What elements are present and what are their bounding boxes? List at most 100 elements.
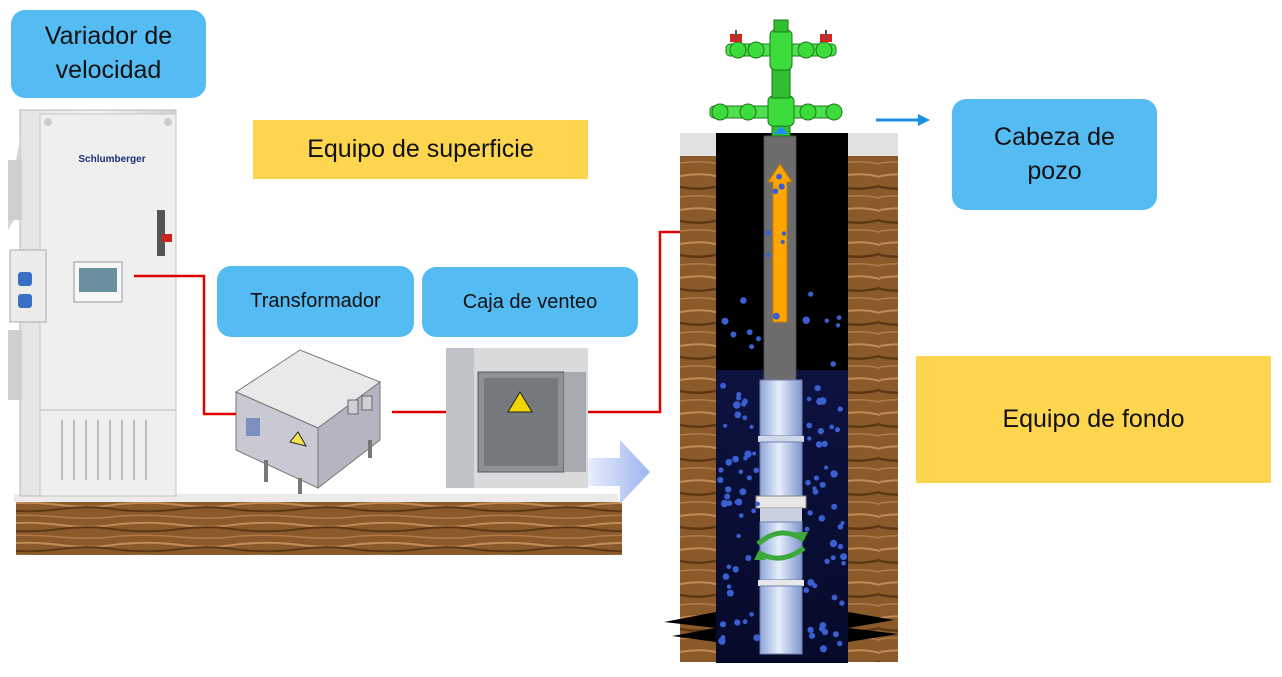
bubble — [821, 440, 828, 447]
bubble — [725, 486, 732, 493]
bubble — [725, 458, 733, 466]
bubble — [836, 315, 842, 320]
vent-box-label: Caja de venteo — [422, 267, 638, 337]
bubble — [807, 626, 814, 634]
transformer-label: Transformador — [217, 266, 414, 337]
bubble — [829, 424, 835, 430]
bubble — [739, 488, 747, 496]
bubble — [819, 481, 826, 488]
bubble — [831, 594, 838, 601]
bubble — [730, 331, 737, 338]
bubble — [736, 533, 741, 539]
bubble — [829, 539, 838, 548]
wellhead-label: Cabeza de pozo — [952, 99, 1157, 210]
bubble — [732, 566, 739, 573]
drive-brand: Schlumberger — [78, 154, 145, 165]
bubble — [804, 526, 810, 532]
bubble — [813, 475, 820, 481]
bubble — [830, 470, 838, 478]
bubble — [753, 634, 761, 642]
bubble — [734, 411, 742, 419]
bubble — [780, 239, 785, 244]
bubble — [717, 476, 724, 484]
bubble — [812, 486, 817, 491]
bubble — [830, 361, 836, 367]
bubble — [746, 475, 753, 481]
bubble — [831, 503, 838, 510]
bubble — [722, 573, 730, 580]
surface-equipment-label: Equipo de superficie — [253, 120, 588, 179]
bubble — [726, 584, 732, 589]
bubble — [781, 231, 787, 236]
bubble — [776, 173, 782, 180]
bubble — [818, 397, 827, 405]
bubble — [738, 469, 744, 475]
bubble — [745, 555, 752, 561]
bubble — [830, 555, 836, 561]
bubble — [816, 385, 821, 390]
bubble — [749, 344, 755, 350]
bubble — [815, 441, 823, 448]
bubble — [819, 645, 828, 653]
drive-cabinet-icon: Schlumberger — [8, 109, 177, 497]
bubble — [755, 336, 762, 342]
bubble — [807, 579, 815, 586]
bubble — [751, 508, 756, 514]
bubble — [765, 230, 771, 236]
bubble — [806, 396, 812, 402]
bubble — [837, 640, 843, 647]
bubble — [752, 451, 757, 456]
bubble — [837, 406, 843, 412]
bubble — [720, 499, 729, 508]
bubble — [719, 621, 727, 628]
fluid-bubbles — [717, 173, 848, 653]
bubble — [840, 520, 845, 526]
bubble — [726, 589, 734, 597]
bubble — [721, 317, 729, 325]
bubble — [749, 424, 754, 429]
bubble — [744, 450, 752, 458]
bubble — [824, 318, 829, 323]
bubble — [718, 467, 724, 473]
bubble — [834, 427, 841, 433]
bubble — [772, 188, 779, 195]
perforations — [664, 612, 898, 642]
bubble — [803, 587, 810, 593]
bubble — [720, 382, 727, 389]
vent-box-icon — [446, 348, 588, 488]
bubble — [817, 427, 824, 435]
surface-to-well-arrow — [588, 440, 650, 504]
bubble — [805, 479, 811, 486]
bubble — [841, 560, 846, 566]
bubble — [741, 401, 747, 407]
bubble — [739, 513, 744, 518]
bubble — [720, 635, 726, 640]
bubble — [809, 632, 816, 639]
bubble — [740, 297, 747, 304]
rotation-arrows-icon — [756, 530, 806, 561]
wellhead-tree-icon — [709, 19, 843, 137]
bubble — [802, 316, 810, 324]
bubble — [818, 515, 826, 522]
bubble — [749, 612, 754, 617]
bubble — [832, 631, 839, 638]
bubble — [742, 415, 748, 421]
bubble — [806, 422, 813, 429]
flow-arrow-icon — [767, 163, 793, 323]
bubble — [818, 625, 825, 632]
bubble — [807, 436, 812, 441]
bubble — [732, 455, 739, 463]
bubble — [835, 323, 841, 328]
bubble — [839, 600, 845, 606]
bubble — [733, 401, 741, 409]
bubble — [765, 253, 771, 258]
bubble — [772, 312, 780, 320]
bubble — [840, 553, 848, 561]
drive-label: Variador de velocidad — [11, 10, 206, 98]
bubble — [724, 493, 731, 500]
bubble — [778, 183, 785, 190]
bubble — [742, 619, 748, 625]
transformer-icon — [234, 349, 382, 494]
ground-surface — [16, 502, 622, 555]
